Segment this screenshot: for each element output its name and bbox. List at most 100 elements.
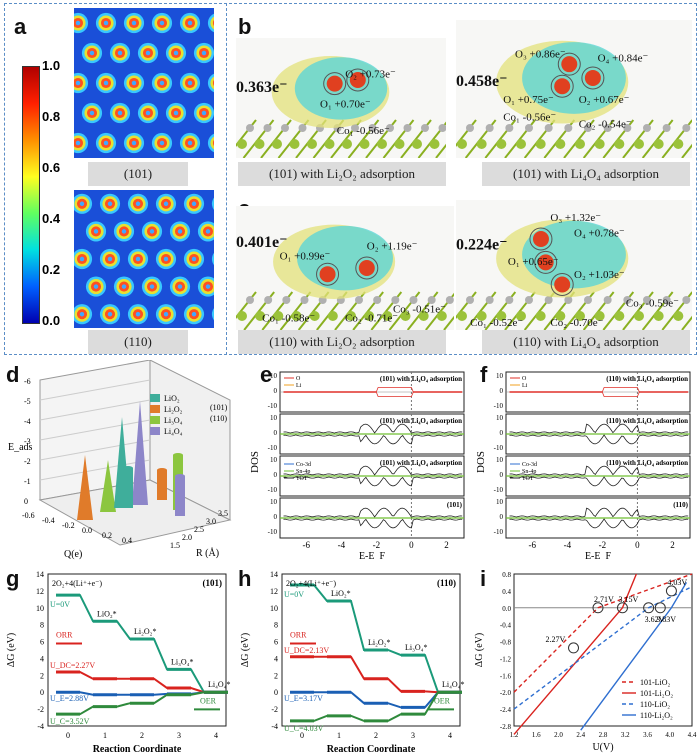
slab-atom [237, 311, 247, 321]
crossing-label: 4.03V [667, 578, 687, 587]
y-tick: 3.5 [218, 509, 228, 518]
crossing-label: 3.15V [618, 595, 638, 604]
slab-atom [496, 139, 507, 149]
x-tick: -4 [564, 540, 572, 550]
slab-atom [662, 296, 671, 304]
slab-atom [516, 139, 526, 149]
charge-annotation: O₁ +0.99e⁻ [280, 250, 331, 262]
crossing-marker [616, 602, 628, 614]
slab-atom [525, 296, 533, 304]
y-tick: 6 [274, 638, 278, 647]
x-tick: 0 [66, 731, 70, 740]
x-tick: -2 [599, 540, 607, 550]
slab-atom [643, 296, 651, 304]
potential-label: U_E=2.88V [50, 694, 89, 703]
slab-atom [682, 296, 691, 304]
x-tick: 1 [337, 731, 341, 740]
slab-atom [584, 124, 592, 132]
elf-core [159, 80, 165, 86]
legend-label: 101-LiO₂ [640, 678, 671, 687]
slab-atom [485, 124, 494, 132]
charge-density-110-li4o4: 0.224e⁻ O₃ +1.32e⁻ O₄ +0.78e⁻ O₁ +0.65e⁻ O₂ … [456, 200, 692, 330]
x-tick: 0.2 [102, 531, 112, 540]
x-tick: 3.2 [621, 731, 630, 739]
dos-subplot-title: (101) with Li₄O₄ adsorption [380, 459, 462, 467]
slab-atom [496, 311, 507, 321]
charge-annotation: Co₁ -0.52e⁻ [470, 317, 523, 329]
colorbar-tick-label: 0.0 [42, 313, 61, 328]
slab-atom [535, 311, 546, 321]
panel-label-g: g [6, 566, 20, 591]
slab-atom [525, 124, 533, 132]
y-tick: 10 [270, 414, 278, 422]
charge-annotation: O₁ +0.75e⁻ [503, 94, 554, 106]
elf-core [75, 20, 81, 26]
charge-annotation: Co₁ -0.56e⁻ [337, 125, 390, 137]
slab-atom [412, 139, 422, 149]
x-tick: 0 [409, 540, 414, 550]
y-tick: 0 [274, 471, 278, 479]
legend-swatch [150, 405, 160, 413]
elf-core [163, 311, 169, 317]
charge-annotation: O₄ +0.84e⁻ [598, 52, 649, 64]
x-tick: 3.6 [643, 731, 652, 739]
charge-annotation: 0.224e⁻ [456, 236, 508, 253]
legend-label: O [296, 376, 301, 382]
elf-core [117, 110, 123, 116]
slab-atom [485, 296, 494, 304]
elf-core [107, 201, 113, 207]
elf-core [163, 201, 169, 207]
slab-atom [409, 296, 418, 304]
slab-atom [623, 124, 632, 132]
elf-core [121, 284, 127, 289]
x-tick: -2 [373, 540, 381, 550]
x-tick: 2 [670, 540, 675, 550]
elf-core [93, 229, 99, 234]
crossing-marker [568, 642, 580, 654]
slab-atom [544, 296, 553, 304]
x-tick: 4.4 [688, 731, 697, 739]
slab-atom [564, 124, 573, 132]
x-axis-label: U(V) [592, 742, 613, 753]
slab-atom [438, 124, 446, 132]
oxygen-atom [554, 78, 571, 95]
x-tick: -4 [338, 540, 346, 550]
dos-subplot-title: (110) with Li₄O₄ adsorption [606, 375, 688, 383]
slab-atom [673, 139, 684, 149]
y-axis-label: R (Å) [196, 547, 219, 559]
slab-atom [351, 124, 359, 132]
y-axis-label: DOS [475, 451, 487, 473]
x-tick: 1 [103, 731, 107, 740]
potential-label: U_C=3.52V [50, 717, 90, 726]
charge-annotation: O₂ +1.03e⁻ [574, 269, 625, 281]
crossing-marker [643, 602, 655, 614]
vertical-divider [226, 3, 227, 355]
slab-atom [307, 139, 317, 149]
grid-line [39, 459, 151, 481]
y-tick: 1.5 [170, 541, 180, 550]
charge-annotation: Co₂ -0.71e⁻ [345, 312, 398, 324]
caption-c-right: (110) with Li₄O₄ adsorption [482, 330, 690, 354]
y-tick: -4 [37, 722, 44, 731]
reaction-label: 2O₂+4(Li⁺+e⁻) [52, 579, 102, 588]
x-tick: -6 [529, 540, 537, 550]
dos-curve-up [283, 387, 463, 393]
legend-label: Li [296, 383, 302, 389]
orr-label: ORR [290, 631, 307, 640]
plot-frame [513, 573, 693, 727]
dos-curve-up [509, 507, 689, 518]
slab-atom [614, 311, 625, 321]
elf-core [89, 110, 95, 116]
x-tick: 2 [444, 540, 449, 550]
charge-annotation: 0.363e⁻ [236, 79, 288, 96]
x-axis-label: Q(e) [64, 549, 82, 560]
slab-atom [516, 311, 526, 321]
x-tick: -0.4 [42, 516, 55, 525]
legend-swatch [150, 394, 160, 402]
elf-core [173, 110, 179, 116]
cylinder-top [173, 453, 183, 457]
y-tick: 0 [274, 688, 278, 697]
x-tick: 2.0 [554, 731, 563, 739]
